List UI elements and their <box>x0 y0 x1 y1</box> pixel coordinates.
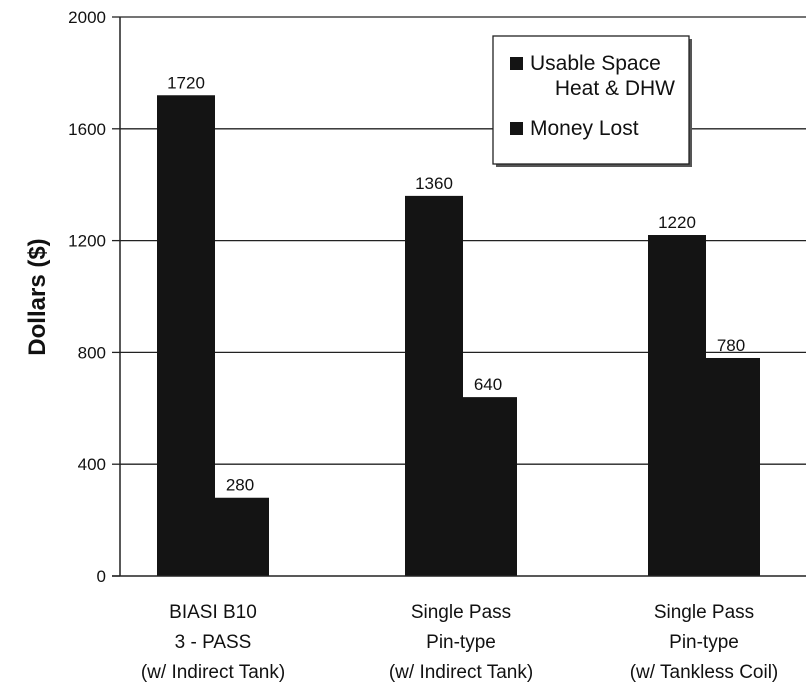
bar-money-lost <box>211 497 269 576</box>
category-label-line: Single Pass <box>411 602 511 623</box>
category-label-line: Pin-type <box>669 632 739 653</box>
bar-usable-space <box>648 235 706 576</box>
bar-value-label: 280 <box>226 476 254 495</box>
bar-money-lost <box>702 357 760 576</box>
data-labels: 1720 1360 1220 280 640 780 <box>167 73 745 494</box>
bar-money-lost <box>459 397 517 576</box>
bar-usable-space <box>405 195 463 576</box>
y-tick-label: 800 <box>78 343 106 362</box>
bar-value-label: 1220 <box>658 213 696 232</box>
y-tick-label: 0 <box>97 567 106 586</box>
category-label-line: (w/ Tankless Coil) <box>630 662 779 683</box>
y-tick-labels: 0 400 800 1200 1600 2000 <box>68 8 106 586</box>
category-label: BIASI B10 3 - PASS (w/ Indirect Tank) <box>141 602 285 683</box>
category-label-line: Single Pass <box>654 602 754 623</box>
bar-value-label: 1720 <box>167 73 205 92</box>
legend-entry-label: Money Lost <box>530 117 639 140</box>
y-tick-label: 1200 <box>68 232 106 251</box>
category-label-line: BIASI B10 <box>169 602 257 623</box>
y-tick-label: 400 <box>78 455 106 474</box>
legend-swatch <box>510 122 523 135</box>
category-label-line: (w/ Indirect Tank) <box>141 662 285 683</box>
category-label: Single Pass Pin-type (w/ Indirect Tank) <box>389 602 533 683</box>
legend: Usable Space Heat & DHW Money Lost <box>492 35 692 167</box>
bars <box>157 95 760 576</box>
legend-entry-label: Usable Space Heat & DHW <box>530 52 675 100</box>
y-tick-label: 1600 <box>68 120 106 139</box>
category-label-line: Pin-type <box>426 632 496 653</box>
category-label-line: 3 - PASS <box>175 632 252 653</box>
legend-entry-line: Usable Space <box>530 52 661 75</box>
bar-value-label: 1360 <box>415 174 453 193</box>
bar-usable-space <box>157 95 215 576</box>
legend-entry-line: Money Lost <box>530 117 639 140</box>
category-labels: BIASI B10 3 - PASS (w/ Indirect Tank)Singl… <box>141 602 778 683</box>
bar-value-label: 780 <box>717 336 745 355</box>
legend-swatch <box>510 57 523 70</box>
category-label-line: (w/ Indirect Tank) <box>389 662 533 683</box>
legend-entry-line: Heat & DHW <box>555 77 675 100</box>
legend-box <box>492 35 690 165</box>
category-label: Single Pass Pin-type (w/ Tankless Coil) <box>630 602 779 683</box>
axes <box>112 16 806 577</box>
y-tick-label: 2000 <box>68 8 106 27</box>
y-axis-label: Dollars ($) <box>24 238 51 355</box>
bar-value-label: 640 <box>474 375 502 394</box>
